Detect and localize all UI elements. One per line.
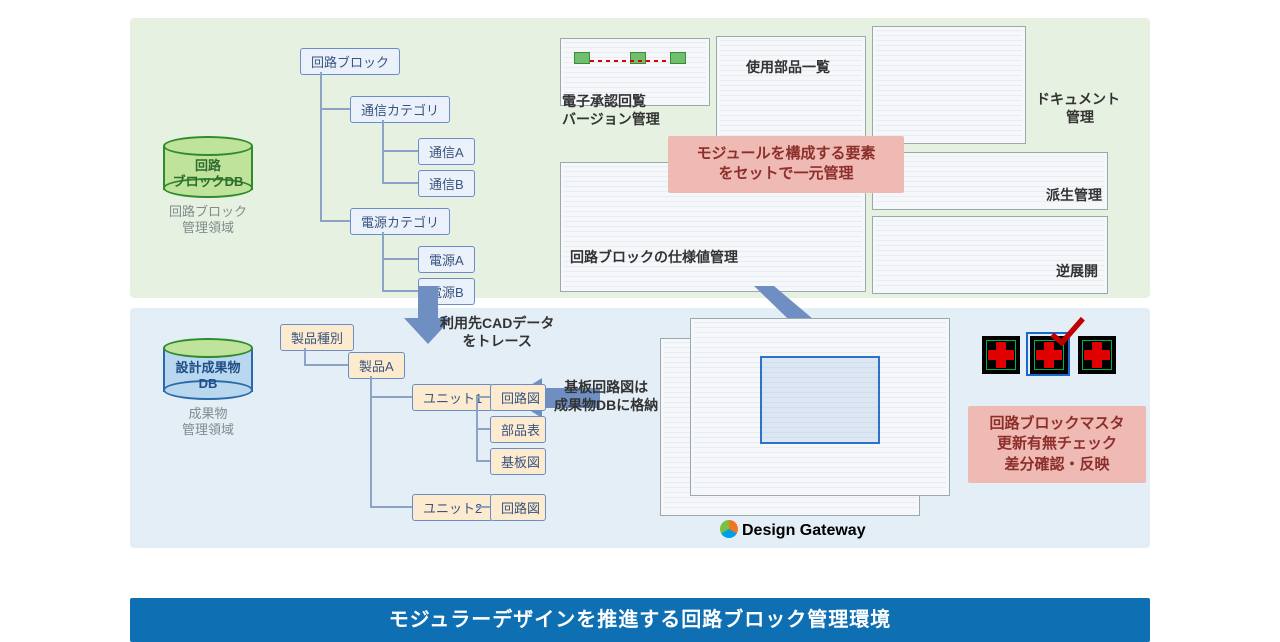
logo-orb-icon <box>720 520 738 538</box>
annot-derived: 派生管理 <box>1046 186 1102 204</box>
annot-doc-l1: ドキュメント <box>1036 90 1120 108</box>
chip-1 <box>982 336 1020 374</box>
callout-top: モジュールを構成する要素 をセットで一元管理 <box>668 136 904 193</box>
db2-sub-l2: 管理領域 <box>182 422 234 437</box>
annot-store-l2: 成果物DBに格納 <box>554 397 658 413</box>
annot-trace: 利用先CADデータ をトレース <box>440 314 554 350</box>
callout-right-l1: 回路ブロックマスタ <box>989 415 1124 432</box>
node-u1c: 基板図 <box>490 448 546 475</box>
node-cat2a: 電源A <box>418 246 475 273</box>
callout-right-l2: 更新有無チェック <box>997 435 1117 452</box>
check-icon <box>1049 316 1088 348</box>
thumb-doc-tree-1 <box>872 26 1026 144</box>
node-cat2: 電源カテゴリ <box>350 208 450 235</box>
thumb-reverse-expand <box>872 216 1108 294</box>
db2-title-l2: DB <box>199 376 218 391</box>
annot-store-l1: 基板回路図は <box>564 379 648 395</box>
db2-sub-l1: 成果物 <box>188 406 227 421</box>
logo-text: Design Gateway <box>742 522 866 539</box>
annot-approval-l2: バージョン管理 <box>562 110 660 128</box>
node-prod-a: 製品A <box>348 352 405 379</box>
db1-title-l2: ブロックDB <box>173 174 244 189</box>
logo-design-gateway: Design Gateway <box>720 520 866 540</box>
annot-approval-l1: 電子承認回覧 <box>562 92 646 110</box>
node-root-top: 回路ブロック <box>300 48 400 75</box>
db-deliverables: 設計成果物DB 成果物管理領域 <box>148 338 268 439</box>
annot-trace-l2: をトレース <box>463 333 532 349</box>
node-cat1b: 通信B <box>418 170 475 197</box>
callout-right: 回路ブロックマスタ 更新有無チェック 差分確認・反映 <box>968 406 1146 483</box>
annot-trace-l1: 利用先CADデータ <box>440 315 554 331</box>
db1-sub-l2: 管理領域 <box>182 220 234 235</box>
db1-title-l1: 回路 <box>195 158 221 173</box>
db1-sub-l1: 回路ブロック <box>169 204 247 219</box>
db2-title-l1: 設計成果物 <box>175 360 240 375</box>
callout-top-l2: をセットで一元管理 <box>718 165 853 182</box>
node-u1b: 部品表 <box>490 416 546 443</box>
node-cat1a: 通信A <box>418 138 475 165</box>
annot-spec: 回路ブロックの仕様値管理 <box>570 248 738 266</box>
annot-parts-list: 使用部品一覧 <box>746 58 830 76</box>
db-circuit-block: 回路ブロックDB 回路ブロック管理領域 <box>148 136 268 237</box>
annot-doc-l2: 管理 <box>1066 108 1094 126</box>
node-u1a: 回路図 <box>490 384 546 411</box>
callout-right-l3: 差分確認・反映 <box>1004 456 1109 473</box>
node-cat1: 通信カテゴリ <box>350 96 450 123</box>
callout-top-l1: モジュールを構成する要素 <box>697 145 876 162</box>
node-u2a: 回路図 <box>490 494 546 521</box>
annot-store: 基板回路図は 成果物DBに格納 <box>554 378 658 414</box>
cad-selection-box <box>760 356 880 444</box>
footer-title-bar: モジュラーデザインを推進する回路ブロック管理環境 <box>130 598 1150 642</box>
annot-reverse: 逆展開 <box>1056 262 1098 280</box>
node-prod-kind: 製品種別 <box>280 324 354 351</box>
